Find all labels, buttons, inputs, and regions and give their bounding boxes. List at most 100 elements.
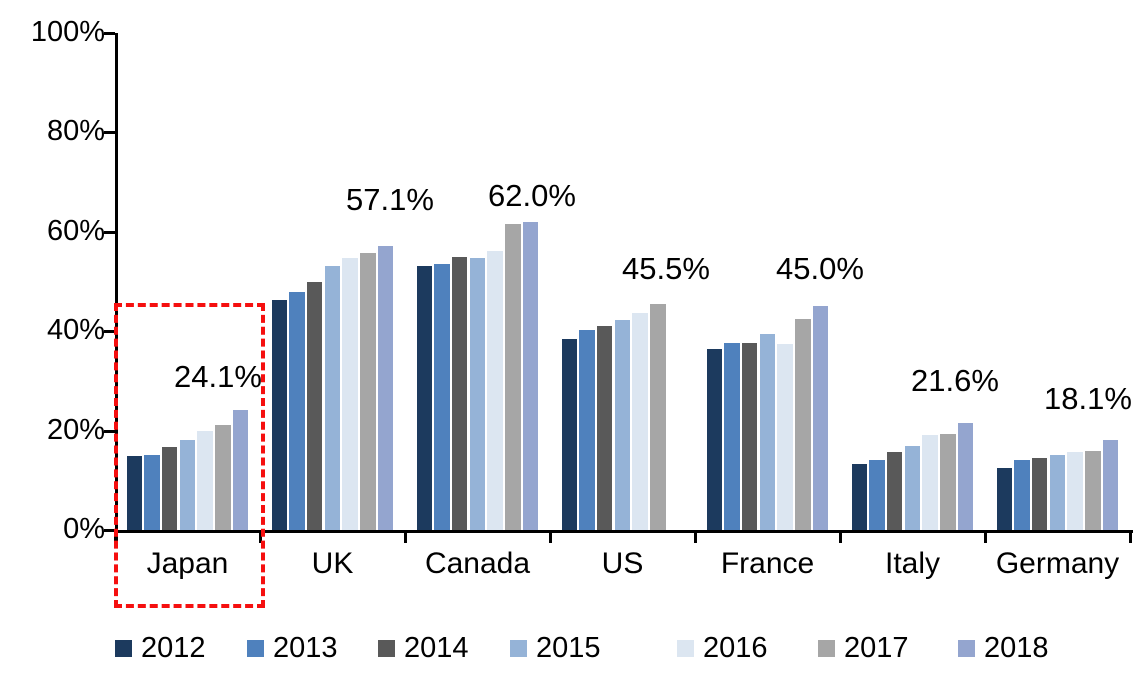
y-axis-tick-label: 60% [46, 214, 105, 247]
bar-uk-2017 [360, 252, 376, 530]
bar-uk-2013 [289, 292, 305, 530]
bar-japan-2014 [161, 446, 178, 530]
legend-item-2017: 2017 [818, 633, 909, 663]
legend-item-2018: 2018 [958, 633, 1049, 663]
x-axis-line [115, 530, 1133, 533]
bar-germany-2013 [1014, 459, 1030, 530]
bar-germany-2016 [1067, 452, 1083, 530]
y-tick [104, 429, 115, 433]
category-label-canada: Canada [424, 547, 531, 580]
bar-france-2015 [759, 334, 776, 530]
bar-italy-2018 [957, 422, 974, 530]
bar-germany-2018 [1102, 440, 1119, 530]
legend-swatch-2015 [510, 639, 527, 657]
japan-highlight-box [114, 303, 265, 608]
bar-japan-2017 [215, 424, 231, 530]
category-label-italy: Italy [884, 547, 941, 580]
data-label-france: 45.0% [776, 251, 864, 286]
x-tick [403, 530, 407, 543]
bar-japan-2016 [197, 431, 213, 530]
bar-us-2013 [579, 330, 595, 530]
bar-japan-2013 [144, 454, 160, 530]
bar-uk-2015 [324, 265, 341, 530]
x-tick [983, 530, 987, 543]
bar-italy-2013 [869, 459, 885, 530]
bar-italy-2017 [940, 434, 956, 530]
bar-france-2017 [795, 318, 811, 530]
legend-label-2013: 2013 [273, 632, 338, 664]
data-label-italy: 21.6% [911, 363, 999, 398]
bar-uk-2018 [377, 246, 394, 530]
legend-swatch-2017 [818, 639, 835, 657]
x-tick [693, 530, 697, 543]
y-tick [104, 131, 115, 135]
bar-germany-2012 [996, 467, 1013, 530]
bar-france-2014 [741, 342, 758, 530]
legend-item-2014: 2014 [378, 633, 469, 663]
legend-swatch-2016 [677, 639, 694, 657]
bar-canada-2015 [469, 258, 486, 530]
x-tick [548, 530, 552, 543]
y-axis-line [115, 33, 118, 543]
x-tick [838, 530, 842, 543]
bar-canada-2014 [451, 256, 468, 530]
bar-uk-2014 [306, 281, 323, 530]
legend-label-2012: 2012 [141, 632, 206, 664]
y-axis-tick-label: 100% [30, 16, 105, 48]
bar-canada-2017 [505, 223, 521, 530]
bar-france-2018 [812, 306, 829, 530]
legend-label-2015: 2015 [536, 632, 601, 664]
category-label-germany: Germany [995, 547, 1120, 580]
bar-japan-2015 [179, 440, 196, 530]
legend-swatch-2012 [115, 639, 132, 657]
legend-item-2012: 2012 [115, 633, 206, 663]
data-label-us: 45.5% [622, 251, 710, 286]
y-axis-tick-label: 0% [63, 513, 105, 545]
bar-italy-2012 [851, 463, 868, 530]
bar-canada-2018 [522, 221, 539, 530]
legend-item-2015: 2015 [510, 633, 601, 663]
data-label-canada: 62.0% [488, 178, 576, 213]
legend-item-2013: 2013 [247, 633, 338, 663]
category-label-japan: Japan [146, 547, 229, 580]
legend-label-2017: 2017 [844, 632, 909, 664]
bar-france-2016 [777, 344, 793, 530]
bar-japan-2012 [126, 455, 143, 530]
legend-swatch-2018 [958, 639, 975, 657]
bar-canada-2013 [434, 264, 450, 530]
y-tick [104, 529, 115, 532]
category-label-us: US [601, 547, 644, 580]
x-tick [258, 530, 262, 543]
bar-uk-2012 [271, 299, 288, 530]
x-tick [1128, 530, 1132, 543]
legend-swatch-2014 [378, 639, 395, 657]
bar-italy-2016 [922, 435, 938, 530]
bar-germany-2017 [1085, 450, 1101, 530]
bar-italy-2014 [886, 452, 903, 530]
bar-germany-2014 [1031, 457, 1048, 530]
bar-canada-2016 [487, 251, 503, 530]
bar-us-2014 [596, 325, 613, 530]
y-axis-tick-label: 40% [46, 314, 105, 347]
legend-swatch-2013 [247, 639, 264, 657]
bar-germany-2015 [1049, 454, 1066, 530]
bar-canada-2012 [416, 266, 433, 530]
legend-label-2014: 2014 [404, 632, 469, 664]
data-label-germany: 18.1% [1044, 381, 1132, 416]
bar-france-2013 [724, 342, 740, 530]
bar-us-2012 [561, 339, 578, 530]
y-tick [104, 32, 115, 35]
data-label-japan: 24.1% [174, 359, 262, 394]
bar-italy-2015 [904, 445, 921, 530]
category-label-uk: UK [311, 547, 354, 580]
data-label-uk: 57.1% [346, 182, 434, 217]
legend-item-2016: 2016 [677, 633, 768, 663]
legend-label-2018: 2018 [984, 632, 1049, 664]
bar-uk-2016 [342, 257, 358, 530]
bar-us-2015 [614, 320, 631, 530]
bar-us-2016 [632, 312, 648, 530]
bar-japan-2018 [232, 410, 249, 530]
bar-us-2017 [650, 303, 666, 530]
y-axis-tick-label: 80% [46, 115, 105, 148]
